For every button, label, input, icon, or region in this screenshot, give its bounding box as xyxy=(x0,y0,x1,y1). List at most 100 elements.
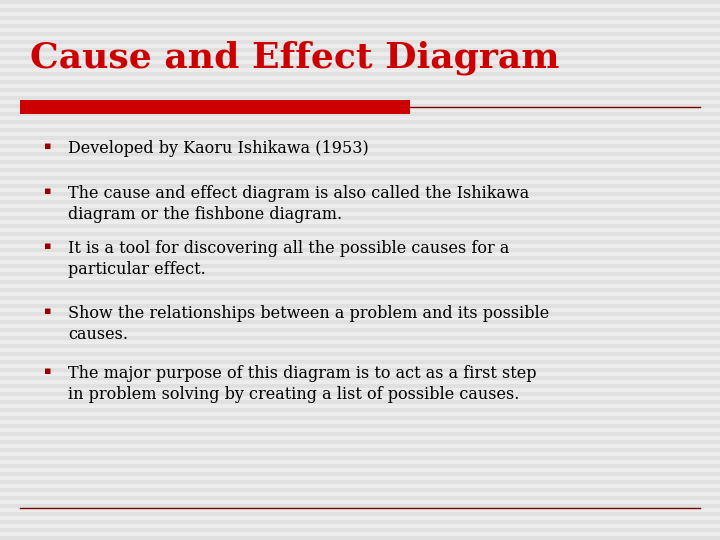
Bar xyxy=(0,192,720,196)
Bar xyxy=(0,492,720,496)
Bar xyxy=(0,124,720,128)
Bar xyxy=(0,412,720,416)
Bar xyxy=(0,396,720,400)
Bar xyxy=(0,84,720,88)
Bar xyxy=(0,472,720,476)
Bar xyxy=(0,424,720,428)
Bar xyxy=(0,168,720,172)
Text: It is a tool for discovering all the possible causes for a
particular effect.: It is a tool for discovering all the pos… xyxy=(68,240,509,278)
Bar xyxy=(0,272,720,276)
Bar xyxy=(0,280,720,284)
Bar xyxy=(0,140,720,144)
Bar xyxy=(0,268,720,272)
Bar xyxy=(0,460,720,464)
Bar xyxy=(0,408,720,412)
Bar xyxy=(0,504,720,508)
Bar xyxy=(0,432,720,436)
Bar xyxy=(0,200,720,204)
Bar xyxy=(0,180,720,184)
Text: ▪: ▪ xyxy=(44,241,52,251)
Bar xyxy=(0,56,720,60)
Bar xyxy=(0,372,720,376)
Bar xyxy=(0,236,720,240)
Text: ▪: ▪ xyxy=(44,366,52,376)
Bar xyxy=(0,300,720,304)
Text: Cause and Effect Diagram: Cause and Effect Diagram xyxy=(30,40,559,75)
Bar xyxy=(0,24,720,28)
Bar xyxy=(0,112,720,116)
Bar xyxy=(0,184,720,188)
Bar xyxy=(0,520,720,524)
Bar xyxy=(0,212,720,216)
Bar xyxy=(0,448,720,452)
Text: Show the relationships between a problem and its possible
causes.: Show the relationships between a problem… xyxy=(68,305,549,343)
Bar xyxy=(0,320,720,324)
Bar xyxy=(0,144,720,148)
Bar xyxy=(0,516,720,520)
Bar xyxy=(0,80,720,84)
Bar xyxy=(0,4,720,8)
Bar xyxy=(0,464,720,468)
Bar xyxy=(0,64,720,68)
Bar xyxy=(0,400,720,404)
Bar xyxy=(0,204,720,208)
Text: ▪: ▪ xyxy=(44,186,52,196)
Bar xyxy=(0,532,720,536)
Bar xyxy=(0,128,720,132)
Bar xyxy=(0,244,720,248)
Bar xyxy=(0,484,720,488)
Bar xyxy=(0,404,720,408)
Bar xyxy=(0,340,720,344)
Bar xyxy=(0,32,720,36)
Bar xyxy=(0,480,720,484)
Bar xyxy=(0,216,720,220)
Bar xyxy=(0,132,720,136)
Bar xyxy=(0,368,720,372)
Bar xyxy=(0,360,720,364)
Bar xyxy=(0,312,720,316)
Bar xyxy=(0,364,720,368)
Bar xyxy=(0,28,720,32)
Bar xyxy=(0,384,720,388)
Bar xyxy=(0,12,720,16)
Bar xyxy=(0,104,720,108)
Bar xyxy=(0,220,720,224)
Bar xyxy=(0,188,720,192)
Bar xyxy=(0,288,720,292)
Bar xyxy=(0,60,720,64)
Bar xyxy=(0,324,720,328)
Bar xyxy=(0,224,720,228)
Bar xyxy=(0,92,720,96)
Bar xyxy=(0,528,720,532)
Bar xyxy=(0,316,720,320)
Bar xyxy=(0,164,720,168)
Bar xyxy=(0,536,720,540)
Bar xyxy=(0,296,720,300)
Bar xyxy=(0,420,720,424)
Bar xyxy=(0,116,720,120)
Bar xyxy=(0,428,720,432)
Bar xyxy=(0,136,720,140)
Bar xyxy=(0,376,720,380)
Bar xyxy=(0,332,720,336)
Bar xyxy=(0,356,720,360)
Bar xyxy=(0,160,720,164)
Bar xyxy=(0,20,720,24)
Bar xyxy=(0,8,720,12)
Bar xyxy=(0,68,720,72)
Bar xyxy=(0,452,720,456)
Bar xyxy=(0,476,720,480)
Bar xyxy=(0,248,720,252)
Bar xyxy=(0,232,720,236)
Bar xyxy=(0,276,720,280)
Bar xyxy=(0,108,720,112)
Bar xyxy=(0,500,720,504)
Bar xyxy=(0,304,720,308)
Bar xyxy=(0,416,720,420)
Bar xyxy=(0,196,720,200)
Bar xyxy=(0,456,720,460)
Bar xyxy=(0,256,720,260)
Bar xyxy=(0,88,720,92)
Bar xyxy=(0,176,720,180)
Bar xyxy=(0,252,720,256)
